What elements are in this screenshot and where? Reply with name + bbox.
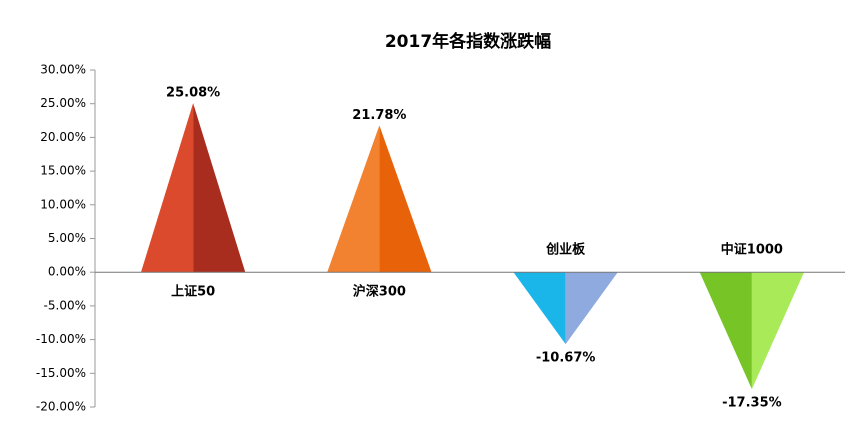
x-tick-label: 中证1000 bbox=[721, 242, 783, 258]
x-tick-label: 上证50 bbox=[171, 285, 215, 300]
y-tick-label: -15.00% bbox=[36, 366, 86, 380]
y-tick-label: 15.00% bbox=[40, 164, 86, 178]
bar-face bbox=[140, 103, 194, 273]
bar bbox=[513, 272, 618, 345]
value-label: -10.67% bbox=[536, 351, 596, 366]
y-tick-label: 30.00% bbox=[40, 63, 86, 77]
y-tick-label: 20.00% bbox=[40, 130, 86, 144]
bar-face bbox=[565, 272, 618, 345]
bar-face bbox=[193, 103, 246, 273]
value-label: 21.78% bbox=[352, 108, 406, 123]
bar-face bbox=[327, 125, 380, 273]
bar bbox=[327, 125, 432, 273]
y-tick-label: -10.00% bbox=[36, 332, 86, 346]
bar-face bbox=[379, 125, 432, 273]
bar bbox=[699, 272, 805, 390]
y-tick-label: 25.00% bbox=[40, 96, 86, 110]
y-tick-label: -20.00% bbox=[36, 400, 86, 414]
bar-face bbox=[699, 272, 752, 390]
bar-face bbox=[751, 272, 805, 390]
chart-title: 2017年各指数涨跌幅 bbox=[385, 31, 551, 52]
x-tick-label: 创业板 bbox=[545, 242, 586, 258]
y-tick-label: -5.00% bbox=[44, 298, 86, 312]
value-label: -17.35% bbox=[722, 396, 782, 411]
value-label: 25.08% bbox=[166, 86, 220, 101]
y-tick-label: 0.00% bbox=[48, 265, 86, 279]
bar bbox=[140, 103, 246, 273]
x-tick-label: 沪深300 bbox=[353, 284, 406, 300]
bar-face bbox=[513, 272, 566, 345]
y-tick-label: 10.00% bbox=[40, 197, 86, 211]
y-tick-label: 5.00% bbox=[48, 231, 86, 245]
